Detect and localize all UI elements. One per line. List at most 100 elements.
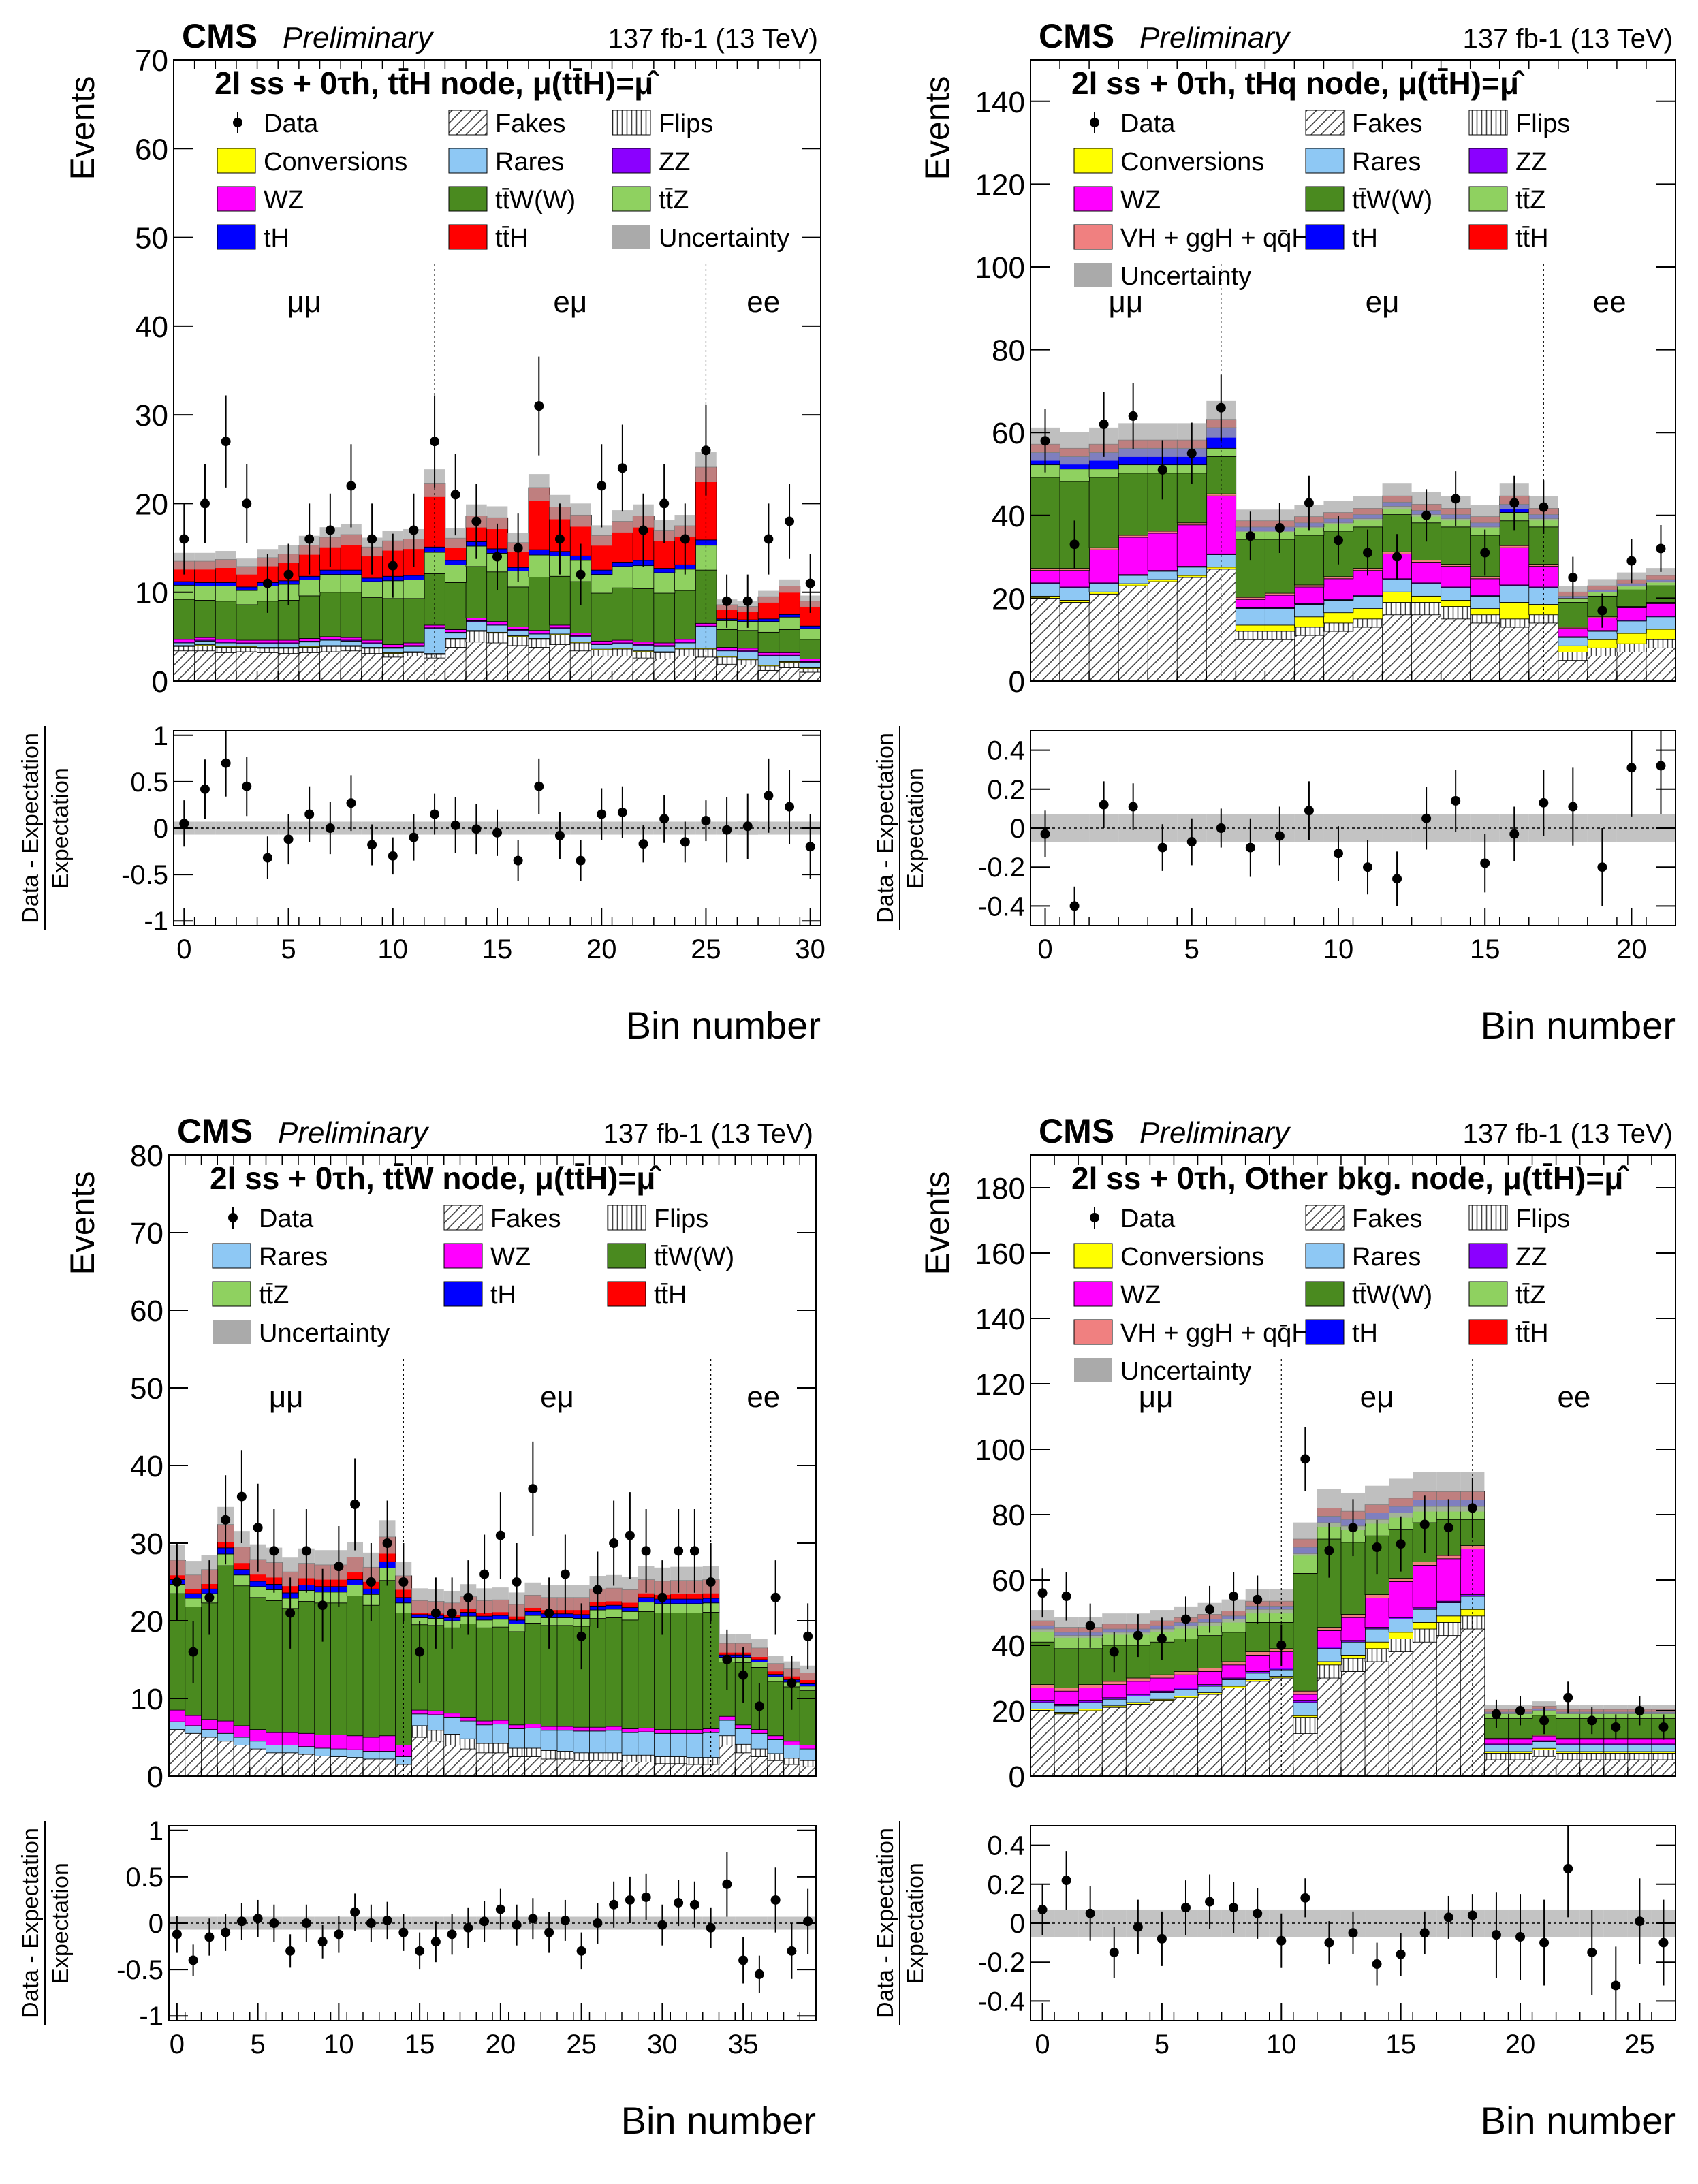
ratio-point — [447, 1929, 457, 1940]
legend-data-marker — [233, 118, 242, 127]
ratio-label-denominator: Expectation — [48, 1863, 74, 1984]
bar-wz-bin-32 — [686, 1729, 704, 1734]
data-point — [770, 1592, 781, 1602]
y-axis-label: Events — [918, 76, 956, 180]
ratio-label-denominator: Expectation — [48, 767, 74, 889]
data-point — [1085, 1621, 1095, 1631]
ratio-point — [262, 853, 272, 863]
bar-wz-bin-5 — [1149, 1677, 1175, 1692]
preliminary-label: Preliminary — [283, 21, 435, 54]
bar-fakes-bin-35 — [734, 1752, 752, 1777]
legend-label-fakes: Fakes — [1352, 110, 1422, 138]
bar-wz-bin-10 — [1323, 578, 1354, 600]
data-point — [641, 1546, 651, 1556]
legend-swatch-th — [217, 224, 256, 250]
bar-ttw-bin-8 — [340, 592, 362, 638]
ratio-point — [706, 1922, 716, 1933]
legend-label-vh: VH + ggH + qq̄H — [1120, 224, 1310, 253]
bar-wz-bin-2 — [215, 639, 237, 643]
bar-fakes-bin-25 — [1627, 1759, 1652, 1777]
bar-flips-bin-26 — [716, 656, 738, 665]
ratio-y-axis-label: Data - Expectation Expectation — [872, 1821, 928, 2025]
region-label-1: eμ — [540, 1380, 574, 1414]
ratio-point — [625, 1895, 635, 1905]
bar-ttw-bin-13 — [379, 1580, 396, 1737]
bar-flips-bin-8 — [340, 646, 362, 652]
legend-label-tth: tt̄H — [495, 224, 529, 253]
bar-vh-bin-7 — [1235, 597, 1266, 600]
legend-item-fakes: Fakes — [448, 110, 565, 138]
bar-ttz-bin-31 — [670, 1603, 687, 1613]
bar-fakes-bin-0 — [173, 650, 195, 682]
legend-label-wz: WZ — [490, 1243, 531, 1271]
bar-wz-bin-0 — [168, 1709, 186, 1722]
bar-vh-bin-16 — [1499, 545, 1530, 548]
uncertainty-band-bin-1 — [194, 552, 216, 570]
bar-flips-bin-36 — [751, 1748, 768, 1757]
bar-rares-bin-9 — [361, 643, 383, 648]
bar-vh-bin-0 — [1030, 1684, 1055, 1688]
bar-rares-bin-11 — [346, 1749, 364, 1758]
bar-fakes-bin-15 — [486, 642, 509, 682]
bar-th-bin-24 — [556, 1613, 574, 1618]
bar-ttz-bin-39 — [799, 1686, 817, 1692]
bar-ttw-bin-9 — [1294, 535, 1325, 586]
bar-flips-bin-34 — [719, 1735, 736, 1745]
bar-wz-bin-24 — [674, 639, 696, 643]
bar-rares-bin-13 — [1340, 1641, 1366, 1656]
uncertainty-band-bin-29 — [779, 579, 800, 593]
bar-flips-bin-19 — [1587, 647, 1618, 656]
bar-vh-bin-12 — [1317, 1627, 1342, 1631]
cms-label: CMS — [177, 1112, 253, 1150]
ratio-point — [430, 1937, 441, 1947]
bar-vh-bin-4 — [1147, 531, 1178, 534]
bar-fakes-bin-27 — [737, 665, 759, 682]
data-point — [1372, 1542, 1382, 1552]
bar-wz-bin-22 — [1556, 1739, 1581, 1745]
legend-swatch-ttw — [607, 1243, 646, 1269]
bar-fakes-bin-4 — [233, 1745, 251, 1777]
bar-wz-bin-2 — [1088, 549, 1119, 584]
ratio-point — [770, 1895, 781, 1905]
bar-ttz-bin-5 — [249, 1586, 267, 1598]
y-axis-label: Events — [918, 1171, 956, 1276]
bar-rares-bin-3 — [1118, 575, 1148, 584]
uncertainty-band-bin-39 — [800, 1665, 816, 1680]
bar-wz-bin-18 — [1558, 628, 1588, 637]
bar-ttz-bin-11 — [1293, 1553, 1318, 1574]
bar-th-bin-36 — [751, 1659, 768, 1662]
ratio-point — [1372, 1959, 1382, 1969]
bar-ttz-bin-18 — [1558, 598, 1588, 603]
bar-ttz-bin-22 — [1556, 1713, 1581, 1719]
bar-conv-bin-1 — [1059, 600, 1090, 603]
data-point — [787, 1678, 797, 1688]
uncertainty-band-bin-4 — [234, 1531, 250, 1564]
uncertainty-band-bin-27 — [606, 1574, 622, 1602]
ratio-point — [415, 1946, 425, 1956]
bar-ttz-bin-32 — [686, 1603, 704, 1613]
x-tick-label: 0 — [1037, 934, 1052, 964]
ratio-point — [204, 1932, 215, 1942]
main-plot-frame — [173, 59, 821, 682]
bar-wz-bin-20 — [591, 640, 613, 644]
data-point — [172, 1577, 182, 1587]
bar-rares-bin-15 — [486, 624, 509, 633]
legend-label-tth: tt̄H — [654, 1281, 687, 1310]
uncertainty-band-bin-22 — [524, 1582, 541, 1608]
y-tick-label: 180 — [975, 1172, 1025, 1205]
bar-vh-bin-1 — [1054, 1688, 1079, 1692]
bar-rares-bin-20 — [591, 644, 613, 650]
bar-rares-bin-20 — [1508, 1745, 1533, 1752]
bar-vh-bin-8 — [1264, 592, 1295, 596]
bar-wz-bin-20 — [492, 1720, 509, 1725]
bar-ttz-bin-21 — [508, 1624, 526, 1632]
data-point — [554, 534, 565, 544]
bar-th-bin-28 — [757, 618, 780, 622]
bar-fakes-bin-5 — [1176, 577, 1208, 682]
ratio-point — [528, 1914, 538, 1924]
bar-wz-bin-4 — [233, 1725, 251, 1738]
bar-ttw-bin-8 — [1221, 1632, 1246, 1662]
bar-rares-bin-21 — [612, 643, 633, 649]
x-tick-label: 20 — [586, 934, 617, 964]
ratio-point — [1253, 1908, 1263, 1918]
